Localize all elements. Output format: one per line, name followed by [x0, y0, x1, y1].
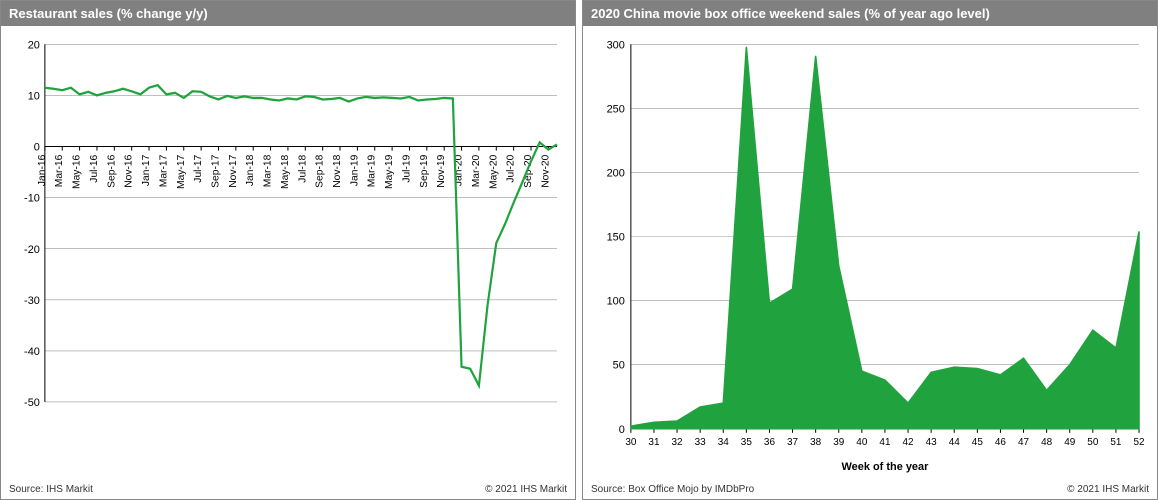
svg-text:30: 30 [625, 437, 636, 448]
left-title: Restaurant sales (% change y/y) [9, 6, 208, 21]
svg-text:0: 0 [619, 424, 625, 436]
svg-text:32: 32 [672, 437, 683, 448]
svg-text:150: 150 [607, 231, 625, 243]
left-chart-area: -50 -40 -30 -20 -10 0 10 20 Jan-16 Mar-16 May-16 Ju… [1, 26, 575, 480]
svg-text:48: 48 [1041, 437, 1052, 448]
svg-text:250: 250 [607, 103, 625, 115]
svg-text:36: 36 [764, 437, 775, 448]
svg-text:200: 200 [607, 167, 625, 179]
svg-text:33: 33 [695, 437, 706, 448]
svg-text:Sep-19: Sep-19 [419, 154, 430, 187]
svg-text:May-17: May-17 [176, 154, 187, 189]
svg-text:Mar-18: Mar-18 [263, 154, 274, 187]
right-chart-svg: 0 50 100 150 200 250 300 30 31 32 33 34 35 36 37 38 39 40… [591, 34, 1149, 476]
svg-text:Mar-20: Mar-20 [471, 154, 482, 187]
svg-text:Jul-20: Jul-20 [506, 154, 517, 182]
svg-text:Jan-18: Jan-18 [245, 154, 256, 186]
right-source: Source: Box Office Mojo by IMDbPro [591, 484, 754, 495]
svg-text:Week of the year: Week of the year [842, 461, 929, 473]
svg-text:50: 50 [613, 360, 625, 372]
svg-text:Jan-17: Jan-17 [141, 154, 152, 186]
svg-text:34: 34 [718, 437, 729, 448]
svg-text:51: 51 [1110, 437, 1121, 448]
charts-container: Restaurant sales (% change y/y) -50 -40 -3… [0, 0, 1158, 500]
svg-text:Nov-18: Nov-18 [332, 154, 343, 187]
svg-text:May-18: May-18 [280, 154, 291, 189]
svg-text:300: 300 [607, 39, 625, 51]
svg-text:49: 49 [1064, 437, 1075, 448]
svg-text:Mar-19: Mar-19 [367, 154, 378, 187]
svg-text:Jul-16: Jul-16 [89, 154, 100, 182]
svg-text:-50: -50 [24, 397, 40, 409]
left-copyright: © 2021 IHS Markit [485, 484, 567, 495]
svg-text:31: 31 [648, 437, 659, 448]
svg-text:Jul-18: Jul-18 [297, 154, 308, 182]
svg-text:Sep-17: Sep-17 [211, 154, 222, 187]
svg-text:39: 39 [833, 437, 844, 448]
svg-text:May-16: May-16 [72, 154, 83, 189]
left-source: Source: IHS Markit [9, 484, 93, 495]
svg-text:37: 37 [787, 437, 798, 448]
right-copyright: © 2021 IHS Markit [1067, 484, 1149, 495]
svg-text:42: 42 [903, 437, 914, 448]
svg-text:Nov-16: Nov-16 [124, 154, 135, 187]
svg-text:Jan-16: Jan-16 [37, 154, 48, 186]
left-chart-svg: -50 -40 -30 -20 -10 0 10 20 Jan-16 Mar-16 May-16 Ju… [9, 34, 567, 476]
svg-text:38: 38 [810, 437, 821, 448]
right-chart-area: 0 50 100 150 200 250 300 30 31 32 33 34 35 36 37 38 39 40… [583, 26, 1157, 480]
left-title-bar: Restaurant sales (% change y/y) [1, 1, 575, 26]
svg-text:47: 47 [1018, 437, 1029, 448]
svg-text:Sep-16: Sep-16 [106, 154, 117, 187]
svg-text:-20: -20 [24, 244, 40, 256]
svg-text:-40: -40 [24, 346, 40, 358]
left-footer: Source: IHS Markit © 2021 IHS Markit [1, 480, 575, 499]
svg-text:Nov-20: Nov-20 [540, 154, 551, 187]
svg-text:Mar-17: Mar-17 [159, 154, 170, 187]
right-title-bar: 2020 China movie box office weekend sale… [583, 1, 1157, 26]
right-panel: 2020 China movie box office weekend sale… [582, 0, 1158, 500]
svg-text:May-20: May-20 [488, 154, 499, 189]
svg-text:46: 46 [995, 437, 1006, 448]
svg-text:100: 100 [607, 296, 625, 308]
svg-text:-10: -10 [24, 193, 40, 205]
svg-text:May-19: May-19 [384, 154, 395, 189]
svg-text:Jul-19: Jul-19 [402, 154, 413, 182]
right-title: 2020 China movie box office weekend sale… [591, 6, 990, 21]
svg-text:40: 40 [856, 437, 867, 448]
right-footer: Source: Box Office Mojo by IMDbPro © 202… [583, 480, 1157, 499]
svg-text:Mar-16: Mar-16 [54, 154, 65, 187]
svg-text:Jul-17: Jul-17 [193, 154, 204, 182]
left-panel: Restaurant sales (% change y/y) -50 -40 -3… [0, 0, 576, 500]
svg-text:20: 20 [28, 39, 40, 51]
svg-text:Nov-19: Nov-19 [436, 154, 447, 187]
svg-text:52: 52 [1133, 437, 1144, 448]
svg-text:43: 43 [926, 437, 937, 448]
svg-text:35: 35 [741, 437, 752, 448]
svg-text:10: 10 [28, 90, 40, 102]
svg-text:-30: -30 [24, 295, 40, 307]
svg-text:44: 44 [949, 437, 960, 448]
svg-text:Jan-19: Jan-19 [350, 154, 361, 186]
svg-text:45: 45 [972, 437, 983, 448]
svg-text:50: 50 [1087, 437, 1098, 448]
svg-text:Nov-17: Nov-17 [228, 154, 239, 187]
svg-text:Sep-18: Sep-18 [315, 154, 326, 187]
svg-text:0: 0 [34, 141, 40, 153]
svg-text:41: 41 [879, 437, 890, 448]
